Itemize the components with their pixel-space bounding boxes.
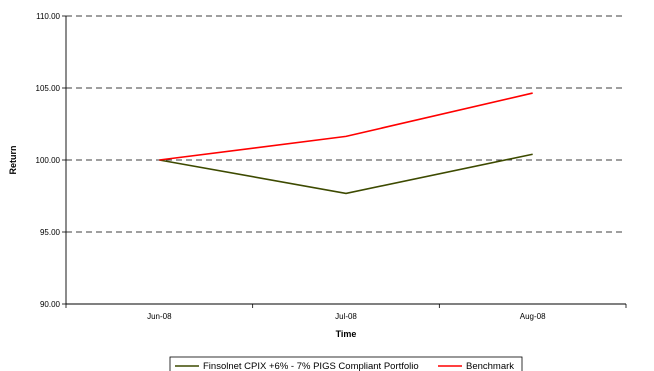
y-axis-ticks: 90.00 95.00 100.00 105.00 110.00: [36, 12, 66, 309]
legend-label-portfolio: Finsolnet CPIX +6% - 7% PIGS Compliant P…: [203, 361, 419, 371]
x-tick-label: Jul-08: [335, 312, 357, 321]
x-tick-label: Jun-08: [147, 312, 172, 321]
y-tick-label: 95.00: [40, 228, 61, 237]
legend: Finsolnet CPIX +6% - 7% PIGS Compliant P…: [169, 356, 523, 371]
x-tick-label: Aug-08: [520, 312, 546, 321]
plot-area: 90.00 95.00 100.00 105.00 110.00 Jun-08 Jul-0…: [36, 12, 627, 321]
y-tick-label: 90.00: [40, 300, 61, 309]
y-axis-title: Return: [8, 146, 18, 175]
x-axis-ticks: Jun-08 Jul-08 Aug-08: [65, 304, 627, 321]
x-axis-title: Time: [336, 329, 357, 339]
series-line-benchmark: [159, 92, 533, 161]
legend-box: [169, 356, 523, 371]
y-tick-label: 100.00: [36, 156, 61, 165]
series-lines: [159, 92, 533, 195]
legend-label-benchmark: Benchmark: [466, 361, 514, 371]
series-line-portfolio: [159, 153, 533, 195]
y-tick-label: 105.00: [36, 84, 61, 93]
y-tick-label: 110.00: [36, 12, 60, 21]
